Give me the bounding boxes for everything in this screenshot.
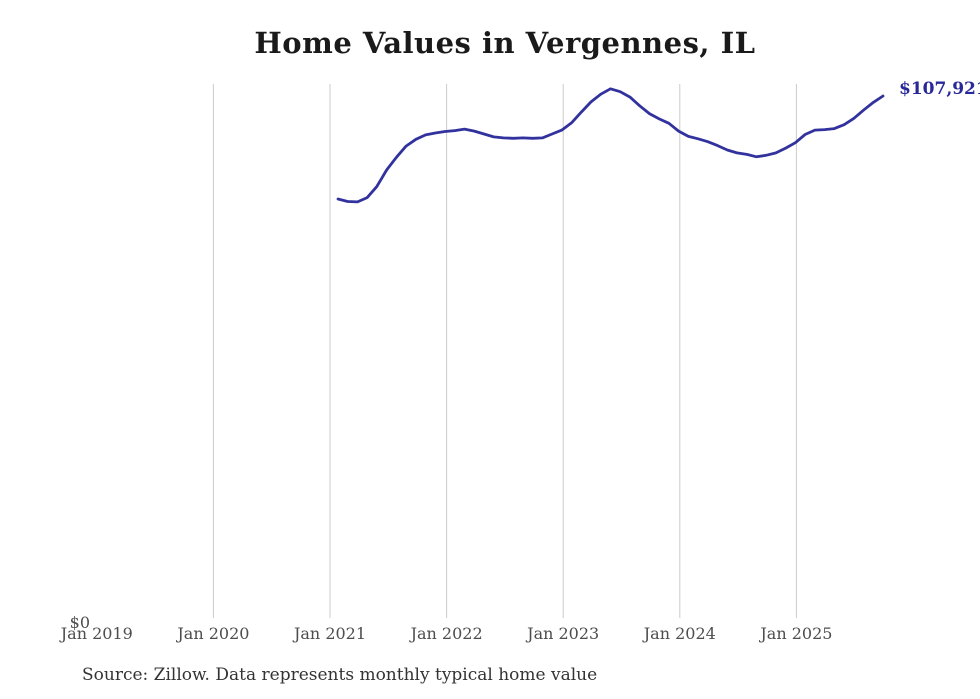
x-axis-tick-label: Jan 2021 xyxy=(293,624,367,643)
x-axis-tick-label: Jan 2022 xyxy=(410,624,483,643)
x-axis-tick-label: Jan 2024 xyxy=(643,624,716,643)
x-axis-tick-label: Jan 2020 xyxy=(177,624,250,643)
x-axis-tick-label: Jan 2023 xyxy=(527,624,600,643)
source-note: Source: Zillow. Data represents monthly … xyxy=(82,665,598,685)
y-axis-zero-label: $0 xyxy=(69,613,90,632)
chart-title: Home Values in Vergennes, IL xyxy=(254,26,756,60)
latest-value-label: $107,921 xyxy=(899,79,980,99)
x-axis-tick-label: Jan 2019 xyxy=(60,624,133,643)
home-value-line xyxy=(336,87,885,204)
x-axis-tick-label: Jan 2025 xyxy=(760,624,833,643)
